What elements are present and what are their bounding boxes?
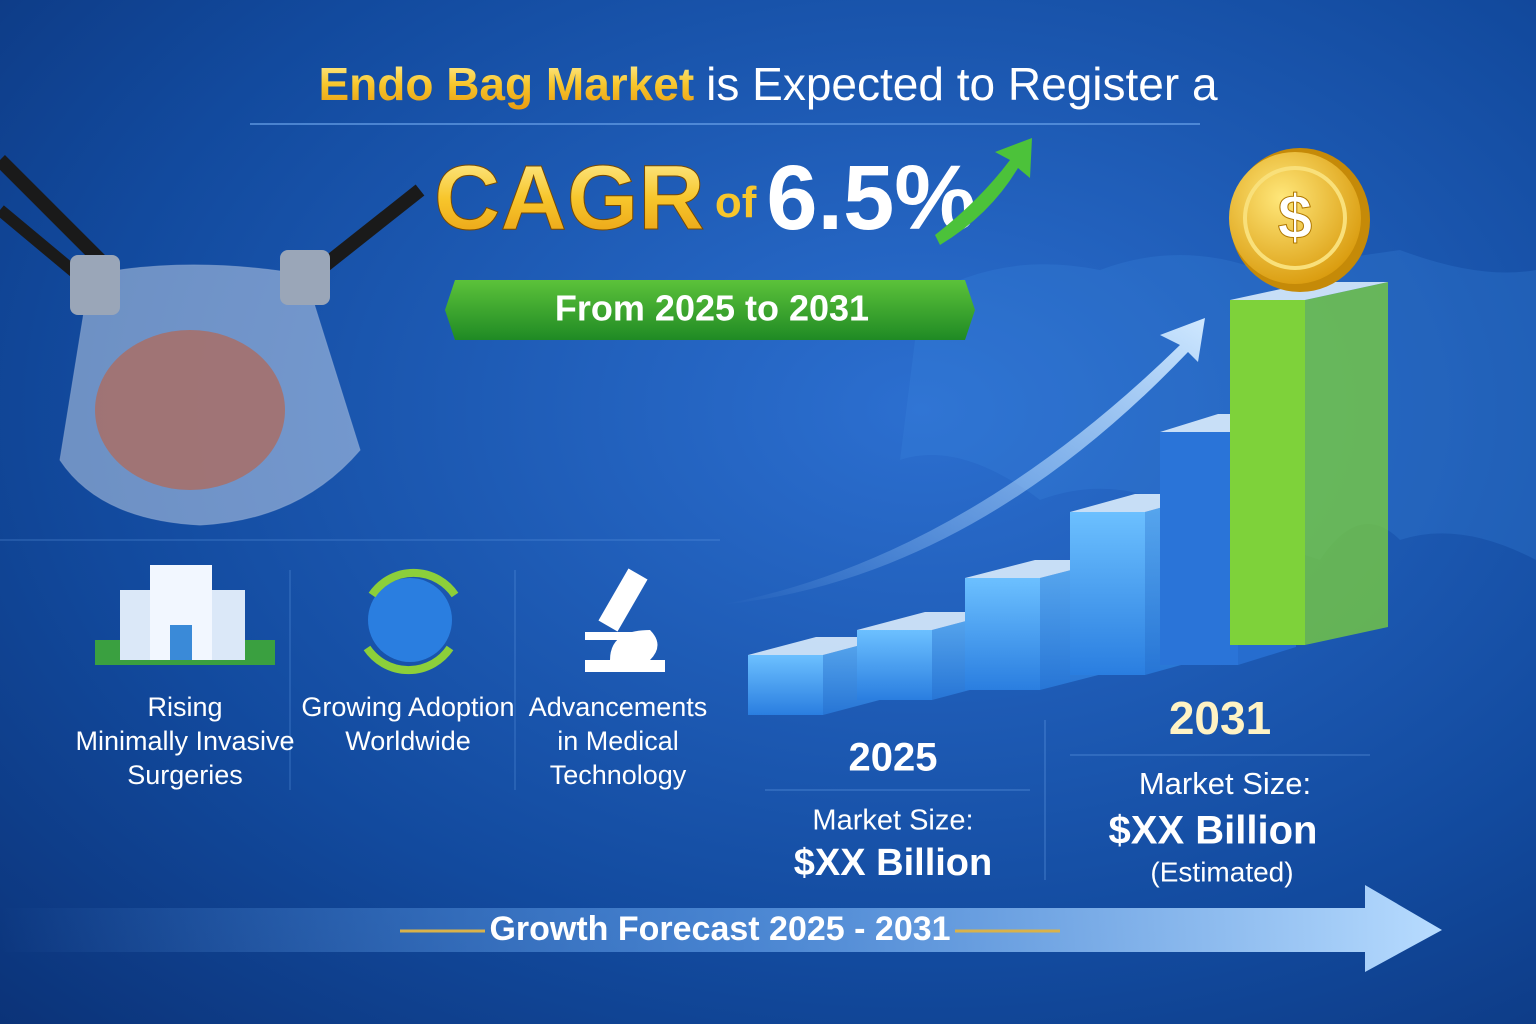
globe-icon (363, 568, 459, 675)
bar-front (1230, 300, 1305, 645)
market-label-2031: Market Size: (1139, 766, 1311, 801)
growth-arrow (935, 138, 1032, 245)
market-label-2025: Market Size: (812, 805, 973, 837)
market-value-2025: $XX Billion (794, 842, 992, 884)
hospital-icon (95, 565, 275, 665)
bar-front (1070, 512, 1145, 675)
driver-label: Worldwide (345, 726, 471, 756)
bar-top (857, 612, 1000, 630)
year-2025: 2025 (849, 736, 938, 780)
coin: $ (1229, 148, 1370, 292)
bar-front (965, 578, 1040, 690)
tissue (95, 330, 285, 490)
bar-box (1230, 282, 1388, 645)
drivers: Rising Minimally Invasive Surgeries Growing… (75, 692, 707, 790)
bar-front (748, 655, 823, 715)
headline-rest: is Expected to Register a (706, 58, 1218, 110)
driver-label: Advancements (529, 692, 708, 722)
driver-label: Surgeries (127, 760, 243, 790)
bar-front (857, 630, 932, 700)
period-ribbon (445, 280, 975, 340)
cagr-of: of (715, 178, 757, 227)
footer: Growth Forecast 2025 - 2031 (489, 910, 950, 948)
year-2031: 2031 (1169, 692, 1271, 744)
driver-label: Minimally Invasive (75, 726, 294, 756)
coin-symbol: $ (1278, 183, 1312, 252)
market-note-2031: (Estimated) (1150, 856, 1293, 887)
headline: Endo Bag Market is Expected to Register a (318, 58, 1218, 110)
grasper (280, 250, 330, 305)
instrument (0, 155, 115, 275)
driver-label: in Medical (557, 726, 679, 756)
bar-front (1160, 432, 1238, 665)
period: From 2025 to 2031 (555, 288, 869, 329)
endo-bag-illustration (0, 155, 425, 526)
growth-bars (748, 282, 1388, 715)
footer-arrow (0, 885, 1442, 972)
grasper (70, 255, 120, 315)
market-value-2031: $XX Billion (1109, 809, 1318, 853)
bar-top (748, 637, 891, 655)
driver-label: Rising (147, 692, 222, 722)
bar-side (1305, 282, 1388, 645)
microscope-icon (585, 568, 665, 672)
driver-label: Technology (550, 760, 687, 790)
cagr-label: CAGR (434, 147, 705, 249)
driver-label: Growing Adoption (301, 692, 514, 722)
headline-highlight: Endo Bag Market (318, 58, 694, 110)
